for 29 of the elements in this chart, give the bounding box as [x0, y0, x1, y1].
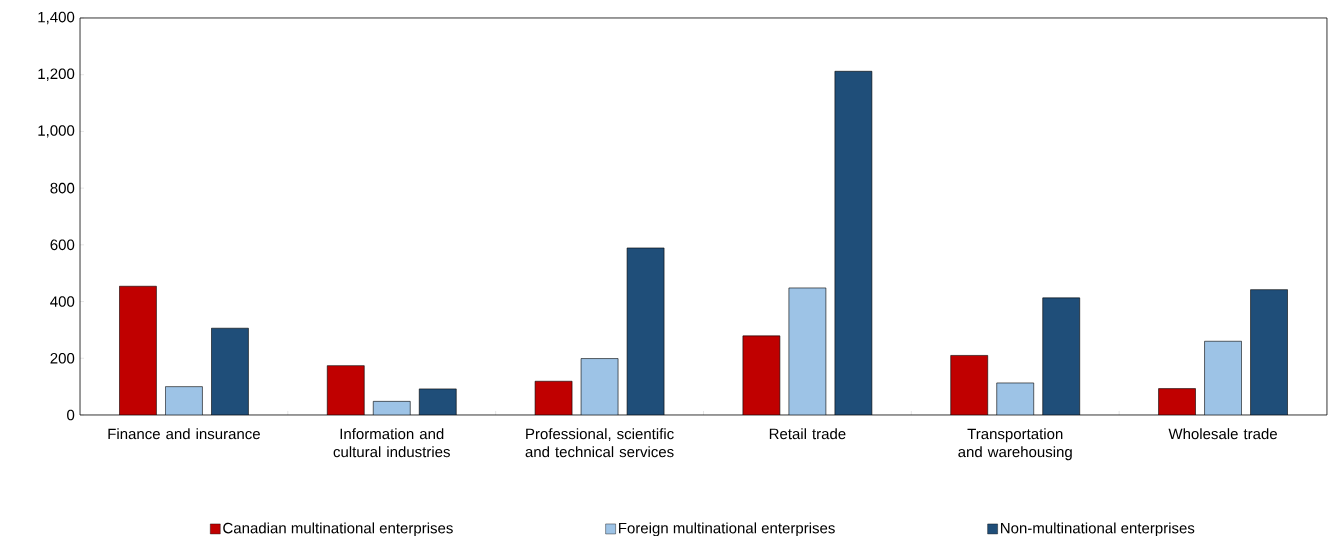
- bar: [326, 365, 365, 415]
- bar: [1158, 388, 1196, 415]
- bar: [119, 285, 157, 415]
- legend-label: Foreign multinational enterprises: [619, 522, 835, 536]
- bar: [626, 247, 665, 415]
- bar: [534, 380, 573, 415]
- y-tick-label: 1,400: [38, 11, 75, 25]
- x-tick-label: Wholesale trade: [1168, 428, 1277, 440]
- bar: [742, 335, 781, 415]
- y-tick-label: 600: [50, 239, 75, 251]
- bar: [211, 327, 249, 415]
- bar: [1042, 297, 1081, 415]
- bar: [950, 355, 989, 415]
- y-tick-label: 1,200: [38, 68, 75, 81]
- y-tick-label: 200: [50, 352, 75, 364]
- y-tick-label: 0: [67, 409, 75, 421]
- legend-label: Canadian multinational enterprises: [223, 522, 453, 536]
- y-tick-label: 400: [50, 296, 75, 307]
- x-tick-label: Professional, scientific and technical services: [525, 428, 674, 458]
- x-tick-label: Finance and insurance: [108, 428, 260, 440]
- legend-label: Non-multinational enterprises: [1001, 522, 1195, 536]
- x-tick-label: Retail trade: [769, 428, 846, 440]
- bar: [418, 388, 457, 415]
- y-tick-label: 1,000: [38, 125, 75, 138]
- bar: [1250, 289, 1288, 415]
- x-tick-label: Transportation and warehousing: [958, 428, 1072, 461]
- bar: [834, 71, 873, 415]
- y-tick-label: 800: [50, 182, 75, 194]
- x-tick-label: Information and cultural industries: [333, 428, 450, 458]
